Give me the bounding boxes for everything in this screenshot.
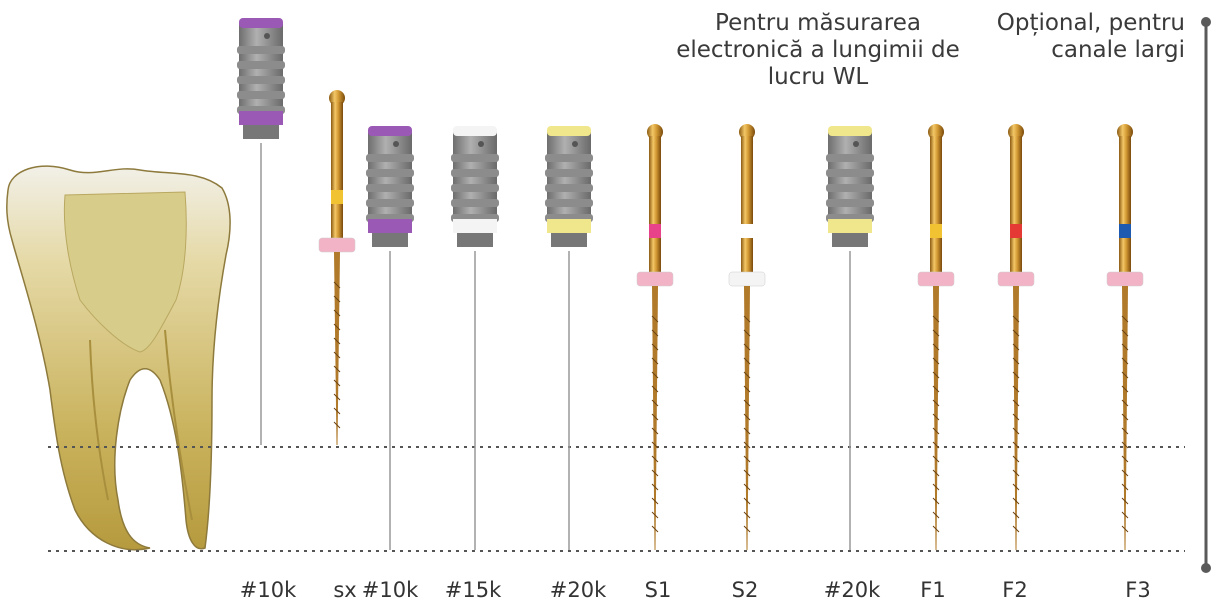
instrument-hand-10k-a [237, 18, 285, 445]
label-20k-b: #20k [823, 578, 881, 602]
caption-optional-line-1: Opțional, pentru [996, 10, 1185, 36]
instrument-sx [318, 90, 356, 445]
label-sx: sx [333, 578, 357, 602]
label-20k-a: #20k [549, 578, 607, 602]
label-s2: S2 [731, 578, 759, 602]
instrument-f1 [917, 124, 955, 550]
instrument-hand-15k [451, 126, 499, 550]
instrument-hand-20k-b [826, 126, 874, 550]
instrument-s2 [728, 124, 766, 550]
caption-wl-line-2: electronică a lungimii de [676, 37, 960, 63]
label-f3: F3 [1125, 578, 1151, 602]
label-10k-b: #10k [361, 578, 419, 602]
caption-optional: Opțional, pentru canale largi [960, 10, 1185, 64]
label-15k: #15k [444, 578, 502, 602]
right-bracket [1201, 17, 1211, 573]
caption-wl-measurement: Pentru măsurarea electronică a lungimii … [658, 10, 978, 91]
instrument-f2 [997, 124, 1035, 550]
caption-wl-line-3: lucru WL [767, 64, 869, 90]
tooth-illustration [6, 165, 231, 551]
label-s1: S1 [644, 578, 672, 602]
caption-optional-line-2: canale largi [1051, 37, 1185, 63]
instrument-hand-20k-a [545, 126, 593, 550]
label-10k-a: #10k [239, 578, 297, 602]
instrument-f3 [1106, 124, 1144, 550]
instrument-s1 [636, 124, 674, 550]
label-f1: F1 [920, 578, 946, 602]
caption-wl-line-1: Pentru măsurarea [715, 10, 921, 36]
label-f2: F2 [1002, 578, 1028, 602]
instrument-hand-10k-b [366, 126, 414, 550]
